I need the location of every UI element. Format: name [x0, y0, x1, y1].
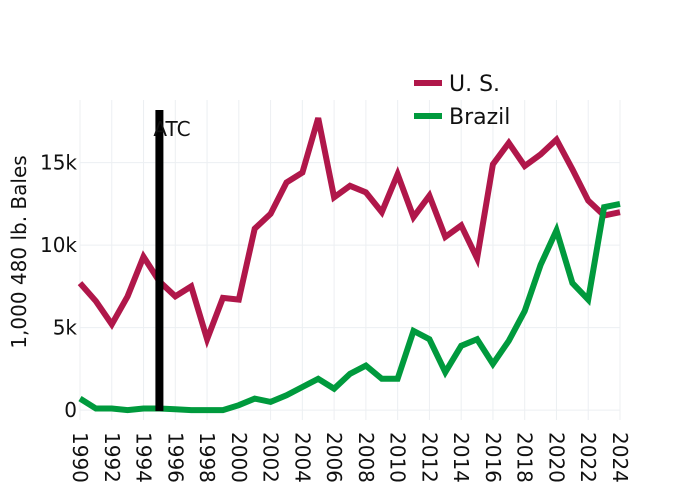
y-axis-ticks: 0 5k 10k 15k: [40, 151, 77, 422]
series-line-0: [77, 117, 621, 349]
x-tick-label: 1992: [100, 432, 124, 483]
x-tick-label: 1996: [163, 432, 187, 483]
x-tick-label: 1990: [68, 432, 92, 483]
x-tick-label: 2018: [513, 432, 537, 483]
x-tick-label: 2014: [449, 432, 473, 483]
legend-label: U. S.: [449, 72, 500, 97]
annotation-layer: ATC: [153, 110, 191, 412]
y-axis-label: 1,000 480 lb. Bales: [7, 155, 31, 348]
y-tick-label: 5k: [53, 316, 78, 340]
series-line-1: [78, 200, 621, 414]
y-tick-label: 0: [64, 398, 77, 422]
x-tick-label: 2024: [608, 432, 632, 483]
x-tick-label: 2006: [322, 432, 346, 483]
legend-label: Brazil: [449, 105, 510, 130]
legend: U. S. Brazil: [414, 72, 510, 130]
x-tick-label: 1994: [132, 432, 156, 483]
x-tick-label: 2020: [545, 432, 569, 483]
x-tick-label: 2012: [417, 432, 441, 483]
x-tick-label: 2016: [481, 432, 505, 483]
x-tick-label: 2010: [386, 432, 410, 483]
y-tick-label: 10k: [40, 233, 77, 257]
y-tick-label: 15k: [40, 151, 77, 175]
x-tick-label: 2000: [227, 432, 251, 483]
series-layer: [77, 117, 621, 414]
x-tick-label: 2002: [259, 432, 283, 483]
x-axis-ticks: 1990 1992 1994 1996 1998 2000 2002 2004 2006 2008…: [68, 432, 632, 483]
x-tick-label: 2004: [290, 432, 314, 483]
x-tick-label: 2008: [354, 432, 378, 483]
x-tick-label: 1998: [195, 432, 219, 483]
annotation-label: ATC: [153, 117, 190, 141]
x-tick-label: 2022: [576, 432, 600, 483]
